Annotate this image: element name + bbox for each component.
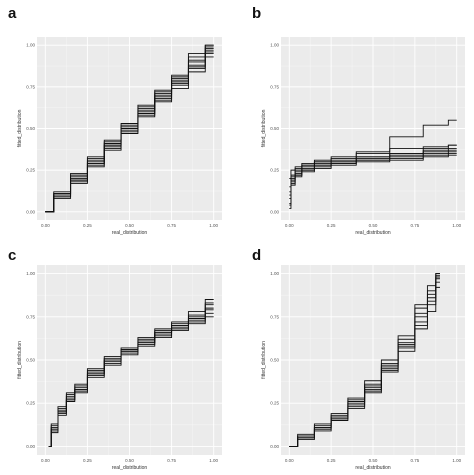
y-tick-label: 0.00	[270, 444, 279, 449]
y-tick-label: 0.00	[270, 209, 279, 214]
y-tick-label: 0.75	[26, 314, 35, 319]
series-line-4	[48, 299, 214, 447]
series-line-3	[48, 316, 214, 447]
y-tick-label: 0.25	[26, 401, 35, 406]
y-tick-label: 0.25	[270, 168, 279, 173]
y-tick-label: 0.75	[270, 314, 279, 319]
y-tick-label: 0.25	[270, 401, 279, 406]
series-line-8	[289, 151, 457, 206]
x-tick-label: 1.00	[209, 223, 218, 228]
y-tick-label: 0.75	[270, 84, 279, 89]
series-line-6	[48, 307, 214, 447]
series-line-8	[45, 44, 214, 213]
y-tick-label: 0.50	[26, 126, 35, 131]
panel-letter: a	[8, 5, 17, 22]
panel-letter: b	[252, 5, 261, 22]
y-tick-label: 1.00	[270, 43, 279, 48]
panel-b: b 0.00 0.25 0.50 0.75 1.00 0.00 0.25 0.50 0.75 1.0…	[252, 5, 465, 236]
series-line-7	[48, 302, 214, 447]
x-tick-label: 1.00	[209, 458, 218, 463]
y-tick-label: 0.25	[26, 168, 35, 173]
x-tick-label: 0.00	[41, 458, 50, 463]
y-tick-label: 0.75	[26, 84, 35, 89]
series-line-5	[48, 312, 214, 447]
y-tick-label: 0.50	[26, 358, 35, 363]
y-axis-title: fitted_distribution	[261, 109, 267, 147]
series-line-7	[289, 274, 440, 447]
series-line-7	[289, 144, 457, 193]
x-tick-label: 0.75	[410, 458, 419, 463]
x-tick-label: 1.00	[452, 458, 461, 463]
y-tick-label: 1.00	[26, 271, 35, 276]
panel-d: d 0.00 0.25 0.50 0.75 1.00 0.00 0.25 0.50 0.75 1.0…	[252, 247, 465, 471]
x-tick-label: 0.00	[285, 223, 294, 228]
x-tick-label: 0.75	[167, 458, 176, 463]
y-tick-label: 0.00	[26, 209, 35, 214]
panel-c: c 0.00 0.25 0.50 0.75 1.00 0.00 0.25 0.50 0.75 1.0…	[8, 247, 222, 471]
x-tick-label: 0.25	[327, 458, 336, 463]
y-tick-label: 0.00	[26, 444, 35, 449]
x-axis-title: real_distribution	[112, 465, 148, 471]
x-tick-label: 0.50	[369, 223, 378, 228]
x-axis-title: real_distribution	[112, 230, 148, 236]
y-tick-label: 0.50	[270, 126, 279, 131]
x-tick-label: 0.25	[327, 223, 336, 228]
panel-a: a 0.00 0.25 0.50 0.75 1.00 0.00 0.25 0.50 0.75 1.0…	[8, 5, 222, 236]
x-tick-label: 1.00	[452, 223, 461, 228]
panel-letter: c	[8, 247, 16, 264]
x-tick-label: 0.00	[41, 223, 50, 228]
x-axis-title: real_distribution	[355, 465, 391, 471]
y-axis-title: fitted_distribution	[261, 341, 267, 379]
x-tick-label: 0.50	[369, 458, 378, 463]
x-tick-label: 0.50	[125, 223, 134, 228]
x-tick-label: 0.75	[167, 223, 176, 228]
y-tick-label: 0.50	[270, 358, 279, 363]
y-tick-label: 1.00	[270, 271, 279, 276]
x-tick-label: 0.00	[285, 458, 294, 463]
x-tick-label: 0.50	[125, 458, 134, 463]
y-axis-title: fitted_distribution	[17, 341, 23, 379]
x-tick-label: 0.25	[83, 458, 92, 463]
panel-letter: d	[252, 247, 261, 264]
x-tick-label: 0.75	[410, 223, 419, 228]
x-tick-label: 0.25	[83, 223, 92, 228]
x-axis-title: real_distribution	[355, 230, 391, 236]
y-axis-title: fitted_distribution	[17, 109, 23, 147]
y-tick-label: 1.00	[26, 43, 35, 48]
